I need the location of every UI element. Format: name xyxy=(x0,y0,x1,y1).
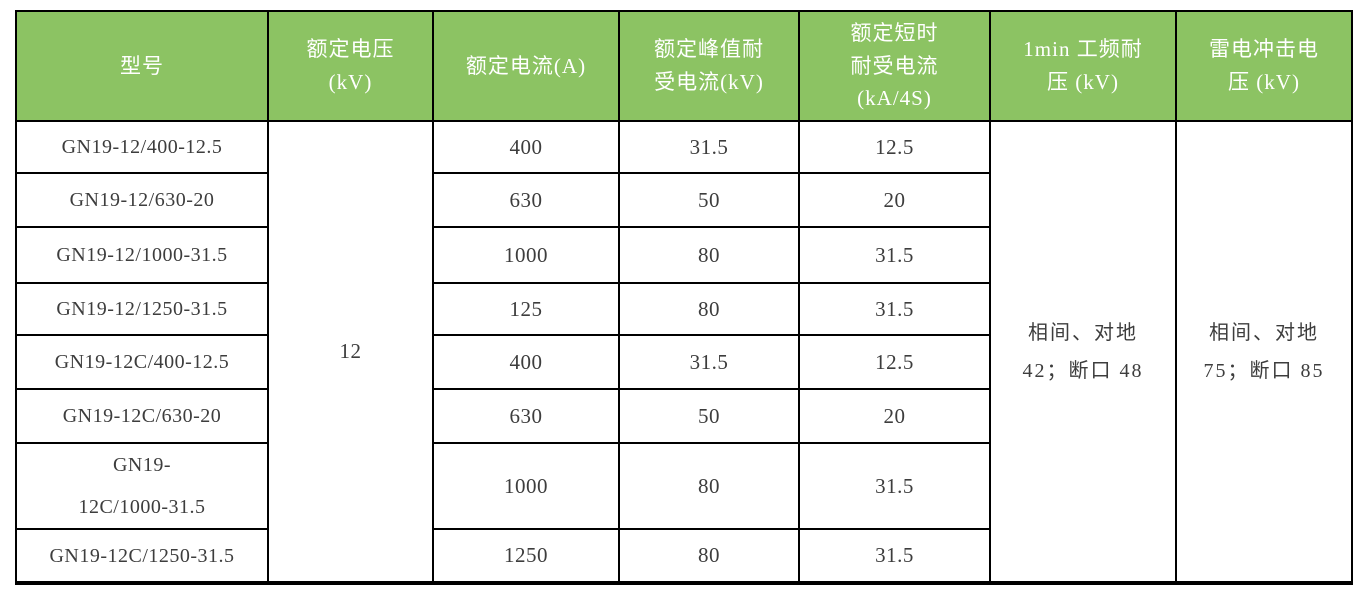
cell-rated-current: 630 xyxy=(432,172,620,228)
cell-peak-current: 80 xyxy=(618,442,800,530)
cell-rated-current: 1000 xyxy=(432,442,620,530)
cell-rated-voltage-merged: 12 xyxy=(267,120,434,584)
cell-short-time-current: 31.5 xyxy=(798,226,991,284)
cell-short-time-current: 20 xyxy=(798,388,991,444)
cell-peak-current: 80 xyxy=(618,528,800,584)
cell-peak-current: 80 xyxy=(618,282,800,336)
table-row: GN19-12/400-12.5 12 400 31.5 12.5 相间、对地 … xyxy=(15,120,1353,584)
cell-rated-current: 1000 xyxy=(432,226,620,284)
col-header-short-time-withstand-current: 额定短时 耐受电流 (kA/4S) xyxy=(798,10,991,122)
col-header-rated-voltage: 额定电压 (kV) xyxy=(267,10,434,122)
table-row: GN19- 12C/1000-31.5 1000 80 31.5 xyxy=(15,442,1352,530)
header-row: 型号 额定电压 (kV) 额定电流(A) 额定峰值耐 受电流(kV) 额定短时 … xyxy=(15,10,1353,122)
cell-model: GN19-12C/400-12.5 xyxy=(15,334,269,390)
cell-short-time-current: 31.5 xyxy=(798,442,991,530)
col-header-model: 型号 xyxy=(15,10,269,122)
cell-rated-current: 630 xyxy=(432,388,620,444)
cell-short-time-current: 31.5 xyxy=(798,282,991,336)
cell-model: GN19-12/1000-31.5 xyxy=(15,226,269,284)
cell-short-time-current: 12.5 xyxy=(798,334,991,390)
cell-lightning-impulse-merged: 相间、对地 75；断口 85 xyxy=(1175,120,1353,584)
table-row: GN19-12/1000-31.5 1000 80 31.5 xyxy=(15,226,1352,284)
cell-model: GN19- 12C/1000-31.5 xyxy=(15,442,269,530)
cell-model: GN19-12C/1250-31.5 xyxy=(15,528,269,584)
cell-peak-current: 80 xyxy=(618,226,800,284)
table-row: GN19-12/1250-31.5 125 80 31.5 xyxy=(15,282,1352,336)
table-row: GN19-12C/1250-31.5 1250 80 31.5 xyxy=(15,528,1352,584)
cell-model: GN19-12/400-12.5 xyxy=(15,120,269,174)
cell-short-time-current: 20 xyxy=(798,172,991,228)
cell-short-time-current: 31.5 xyxy=(798,528,991,584)
cell-short-time-current: 12.5 xyxy=(798,120,991,174)
cell-model: GN19-12C/630-20 xyxy=(15,388,269,444)
col-header-lightning-impulse: 雷电冲击电 压 (kV) xyxy=(1175,10,1353,122)
cell-power-frequency-merged: 相间、对地 42；断口 48 xyxy=(989,120,1177,584)
cell-rated-current: 125 xyxy=(432,282,620,336)
cell-peak-current: 50 xyxy=(618,388,800,444)
cell-model: GN19-12/630-20 xyxy=(15,172,269,228)
cell-model: GN19-12/1250-31.5 xyxy=(15,282,269,336)
cell-peak-current: 31.5 xyxy=(618,120,800,174)
table-row: GN19-12C/400-12.5 400 31.5 12.5 xyxy=(15,334,1352,390)
cell-rated-current: 400 xyxy=(432,334,620,390)
cell-peak-current: 50 xyxy=(618,172,800,228)
spec-table: 型号 额定电压 (kV) 额定电流(A) 额定峰值耐 受电流(kV) 额定短时 … xyxy=(15,10,1353,585)
col-header-power-frequency-withstand: 1min 工频耐 压 (kV) xyxy=(989,10,1177,122)
cell-peak-current: 31.5 xyxy=(618,334,800,390)
table-row: GN19-12C/630-20 630 50 20 xyxy=(15,388,1352,444)
col-header-rated-current: 额定电流(A) xyxy=(432,10,620,122)
table-row: GN19-12/630-20 630 50 20 xyxy=(15,172,1352,228)
col-header-peak-withstand-current: 额定峰值耐 受电流(kV) xyxy=(618,10,800,122)
cell-rated-current: 400 xyxy=(432,120,620,174)
cell-rated-current: 1250 xyxy=(432,528,620,584)
